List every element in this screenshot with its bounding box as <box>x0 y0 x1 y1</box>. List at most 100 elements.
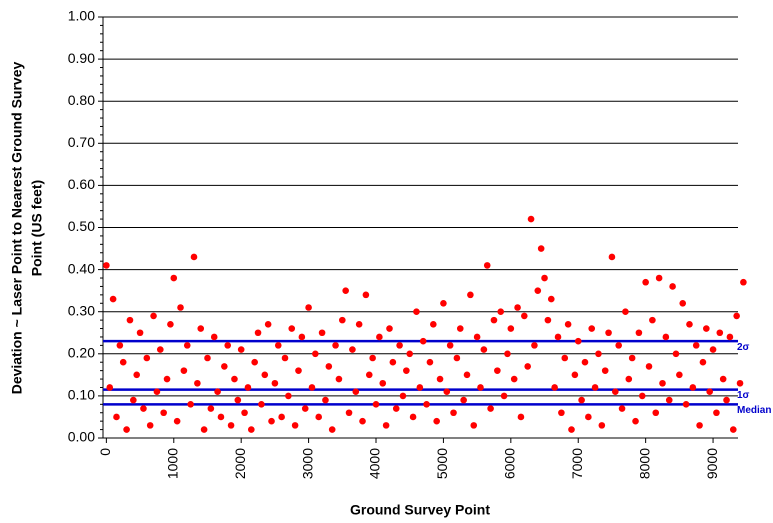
point <box>500 392 508 400</box>
x-tick-label: 6000 <box>502 448 518 479</box>
point <box>615 342 622 349</box>
point <box>123 426 130 433</box>
point <box>339 316 346 324</box>
point <box>561 354 569 362</box>
point <box>271 379 279 387</box>
point <box>649 316 656 324</box>
point <box>322 396 329 404</box>
point <box>497 308 505 316</box>
point <box>612 388 619 395</box>
point <box>554 333 562 341</box>
point <box>453 354 461 362</box>
point <box>709 346 717 353</box>
point <box>143 354 151 362</box>
x-tick-label: 5000 <box>434 448 450 479</box>
point <box>305 304 312 311</box>
point <box>268 417 275 425</box>
point <box>170 274 178 282</box>
point <box>237 346 245 353</box>
point <box>359 417 366 425</box>
point <box>335 375 343 383</box>
point <box>274 342 282 349</box>
point <box>227 422 235 429</box>
point <box>676 371 683 379</box>
point <box>547 295 555 303</box>
point <box>214 388 221 395</box>
point <box>190 253 198 261</box>
point <box>463 371 471 379</box>
point <box>669 283 676 290</box>
point <box>167 321 174 328</box>
x-tick-label: 1000 <box>164 448 180 479</box>
point <box>696 422 703 429</box>
point <box>638 392 646 400</box>
point <box>160 409 167 417</box>
point <box>581 358 589 366</box>
point <box>719 375 727 383</box>
point <box>571 371 579 379</box>
point <box>450 409 457 417</box>
point <box>136 329 144 337</box>
y-tick-label: 0.80 <box>68 92 95 108</box>
point <box>197 325 205 332</box>
point <box>183 342 191 349</box>
point <box>494 367 501 374</box>
point <box>740 278 747 286</box>
point <box>365 371 373 379</box>
y-tick-label: 1.00 <box>68 8 95 24</box>
y-tick-label: 0.70 <box>68 134 95 150</box>
point <box>248 426 255 433</box>
point <box>736 379 744 387</box>
point <box>531 342 538 349</box>
point <box>200 426 208 433</box>
y-axis-title: Deviation ~ Laser Point to Nearest Groun… <box>9 61 25 394</box>
point <box>281 354 289 362</box>
point <box>541 274 548 282</box>
point <box>403 367 410 374</box>
point <box>467 291 474 299</box>
x-tick-label: 7000 <box>569 448 585 479</box>
x-tick-label: 0 <box>97 448 113 456</box>
point <box>703 325 710 332</box>
point <box>409 413 417 421</box>
point <box>430 321 437 328</box>
point <box>487 405 494 412</box>
point <box>328 426 336 433</box>
point <box>369 354 376 362</box>
point <box>163 375 171 383</box>
point <box>507 325 515 332</box>
point <box>288 325 296 332</box>
point <box>574 337 582 345</box>
point <box>156 346 164 353</box>
point <box>254 329 262 337</box>
point <box>655 274 663 282</box>
point <box>578 396 585 404</box>
point <box>662 333 670 341</box>
point <box>349 346 356 353</box>
point <box>413 308 420 316</box>
y-tick-label: 0.90 <box>68 50 95 66</box>
point <box>504 350 511 358</box>
y-tick-label: 0.20 <box>68 345 95 361</box>
point <box>362 291 370 299</box>
point <box>625 375 633 383</box>
point <box>119 358 127 366</box>
point <box>386 325 393 332</box>
point <box>551 384 558 391</box>
y-tick-label: 0.50 <box>68 218 95 234</box>
point <box>483 262 491 269</box>
y-axis-title: Point (US feet) <box>29 180 45 276</box>
x-tick-label: 3000 <box>299 448 315 479</box>
point <box>608 253 616 261</box>
point <box>436 375 444 383</box>
point <box>588 325 596 332</box>
reference-label: 2σ <box>737 342 750 353</box>
point <box>490 316 498 324</box>
point <box>150 312 157 320</box>
point <box>177 304 184 311</box>
point <box>221 363 228 370</box>
reference-label: Median <box>737 405 771 416</box>
point <box>477 384 484 391</box>
